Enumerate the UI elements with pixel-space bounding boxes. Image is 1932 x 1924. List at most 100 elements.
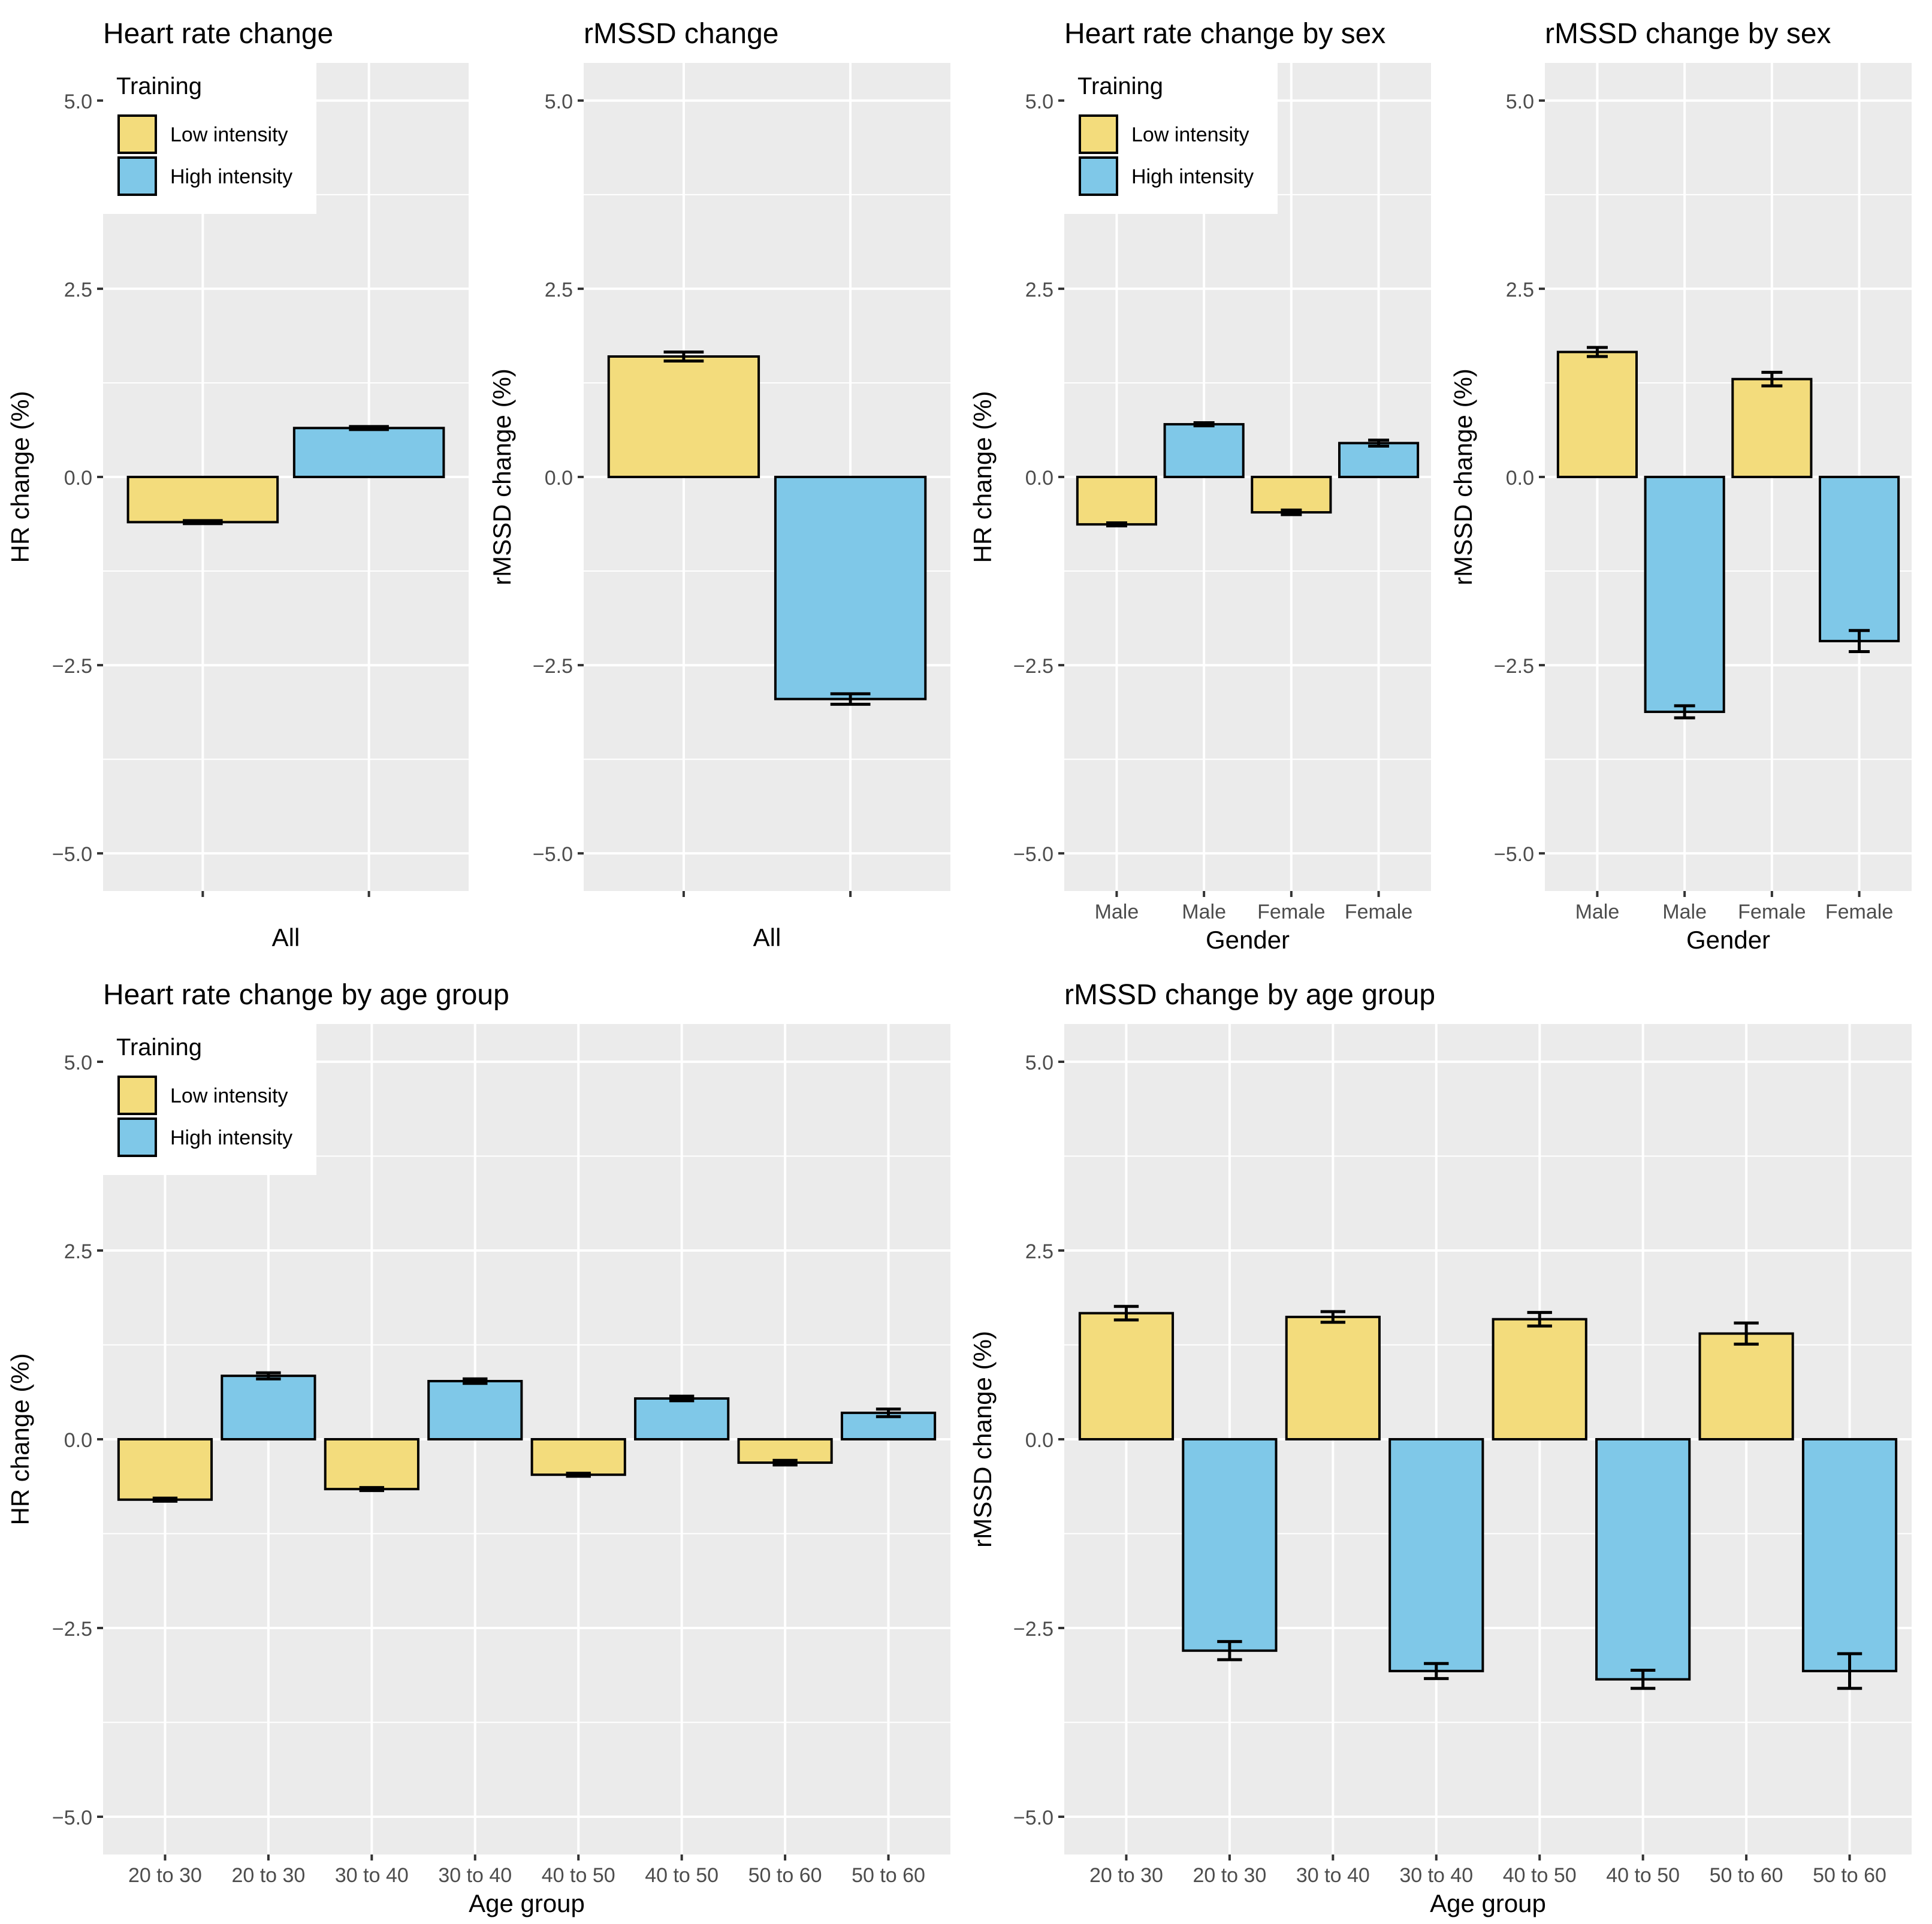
y-tick-label: 2.5: [64, 1240, 92, 1263]
bar-high-intensity: [292, 427, 445, 478]
y-tick-label: 5.0: [64, 90, 92, 113]
y-axis-label: HR change (%): [968, 391, 997, 563]
x-axis-label: Age group: [1430, 1889, 1546, 1917]
bar-low-intensity: [737, 1438, 833, 1464]
bar-high-intensity: [1182, 1438, 1278, 1652]
x-tick-label: 30 to 40: [1296, 1864, 1370, 1887]
error-bar: [359, 1486, 385, 1493]
bar-high-intensity: [1338, 442, 1420, 478]
bar-low-intensity: [1078, 1312, 1175, 1441]
legend-swatch-low: [1079, 114, 1118, 154]
bar-low-intensity: [1731, 377, 1813, 478]
x-tick-label: Female: [1257, 901, 1325, 923]
y-tick-label: 5.0: [1025, 90, 1053, 113]
error-bar: [1106, 521, 1127, 528]
y-tick-label: 5.0: [545, 90, 573, 113]
legend-label: High intensity: [170, 1126, 292, 1149]
bar-low-intensity: [324, 1438, 419, 1491]
y-tick-label: 2.5: [1506, 279, 1534, 301]
legend-swatch-high: [117, 156, 157, 196]
y-axis-label: HR change (%): [6, 391, 34, 563]
legend: Training Low intensity High intensity: [103, 1024, 316, 1175]
error-bar: [830, 692, 871, 706]
panel-title: rMSSD change by age group: [1064, 979, 1435, 1011]
rmssd-overall-panel: rMSSD change −5.0 −2.5 0.0 2.5 5.0 All rMSSD ch…: [488, 18, 950, 952]
bar-high-intensity: [634, 1397, 730, 1440]
bar-high-intensity: [1595, 1438, 1691, 1681]
bar-low-intensity: [1285, 1315, 1381, 1440]
panel-title: Heart rate change: [103, 18, 333, 50]
x-axis-label: Gender: [1206, 926, 1290, 954]
error-bar: [463, 1377, 488, 1385]
legend-swatch-low: [117, 1076, 157, 1115]
error-bar: [1674, 704, 1695, 720]
x-tick-label: Male: [1182, 901, 1226, 923]
legend-title: Training: [116, 73, 202, 99]
x-axis-label: Age group: [469, 1889, 585, 1917]
x-tick-label: 30 to 40: [1399, 1864, 1473, 1887]
bar-high-intensity: [1163, 423, 1245, 479]
y-tick-label: −5.0: [1013, 1807, 1053, 1829]
legend-title: Training: [116, 1034, 202, 1061]
x-tick-label: 40 to 50: [1503, 1864, 1577, 1887]
y-tick-label: −2.5: [1013, 655, 1053, 678]
bar-high-intensity: [1819, 476, 1900, 642]
y-tick-label: 2.5: [64, 279, 92, 301]
y-axis-label: rMSSD change (%): [1449, 369, 1477, 585]
y-tick-label: −2.5: [52, 1618, 92, 1641]
bar-low-intensity: [607, 355, 760, 478]
error-bar: [1281, 508, 1302, 517]
panel-title: rMSSD change: [584, 18, 778, 50]
bar-low-intensity: [1556, 351, 1638, 479]
y-axis-label: HR change (%): [6, 1353, 34, 1525]
x-axis-label: All: [272, 923, 300, 952]
y-tick-label: 2.5: [545, 279, 573, 301]
x-tick-label: 50 to 60: [1710, 1864, 1783, 1887]
x-tick-label: 30 to 40: [438, 1864, 512, 1887]
y-tick-label: 5.0: [1025, 1052, 1053, 1074]
error-bar: [1193, 421, 1215, 428]
y-tick-label: −5.0: [52, 843, 92, 866]
x-tick-label: 20 to 30: [1089, 1864, 1163, 1887]
error-bar: [876, 1407, 901, 1418]
error-bar: [256, 1371, 281, 1381]
legend-swatch-low: [117, 114, 157, 154]
y-tick-label: 0.0: [1025, 467, 1053, 490]
error-bar: [669, 1394, 695, 1403]
error-bar: [1837, 1652, 1862, 1690]
y-tick-label: −2.5: [1494, 655, 1534, 678]
x-tick-label: 50 to 60: [748, 1864, 822, 1887]
bar-low-intensity: [1698, 1332, 1794, 1441]
bar-high-intensity: [1644, 476, 1725, 713]
x-tick-label: 50 to 60: [1813, 1864, 1886, 1887]
panel-title: Heart rate change by age group: [103, 979, 509, 1011]
y-tick-label: −5.0: [533, 843, 573, 866]
error-bar: [1113, 1304, 1139, 1322]
x-axis-label: All: [753, 923, 781, 952]
x-tick-label: 30 to 40: [335, 1864, 409, 1887]
error-bar: [1368, 438, 1390, 448]
hr-age-panel: Heart rate change by age group −5.0 −2.5 0.…: [6, 979, 950, 1917]
x-tick-label: 40 to 50: [1606, 1864, 1680, 1887]
x-tick-label: Male: [1662, 901, 1707, 923]
x-tick-label: 40 to 50: [645, 1864, 719, 1887]
y-tick-label: −5.0: [1013, 843, 1053, 866]
x-tick-label: 20 to 30: [1193, 1864, 1266, 1887]
hr-overall-panel: Heart rate change −5.0 −2.5 0.0 2.5 5.0 All HR …: [6, 18, 469, 952]
legend: Training Low intensity High intensity: [103, 63, 316, 214]
error-bar: [1424, 1662, 1449, 1680]
x-tick-label: 20 to 30: [231, 1864, 305, 1887]
legend-label: Low intensity: [1131, 123, 1249, 146]
error-bar: [1320, 1310, 1346, 1324]
y-tick-label: −5.0: [1494, 843, 1534, 866]
bar-high-intensity: [427, 1379, 523, 1440]
y-axis-label: rMSSD change (%): [968, 1331, 997, 1548]
y-tick-label: −2.5: [1013, 1618, 1053, 1641]
error-bar: [1761, 370, 1783, 388]
error-bar: [152, 1496, 178, 1503]
legend-label: Low intensity: [170, 1085, 288, 1107]
x-axis-label: Gender: [1686, 926, 1770, 954]
bar-high-intensity: [1388, 1438, 1484, 1672]
legend-label: Low intensity: [170, 123, 288, 146]
y-tick-label: −2.5: [52, 655, 92, 678]
